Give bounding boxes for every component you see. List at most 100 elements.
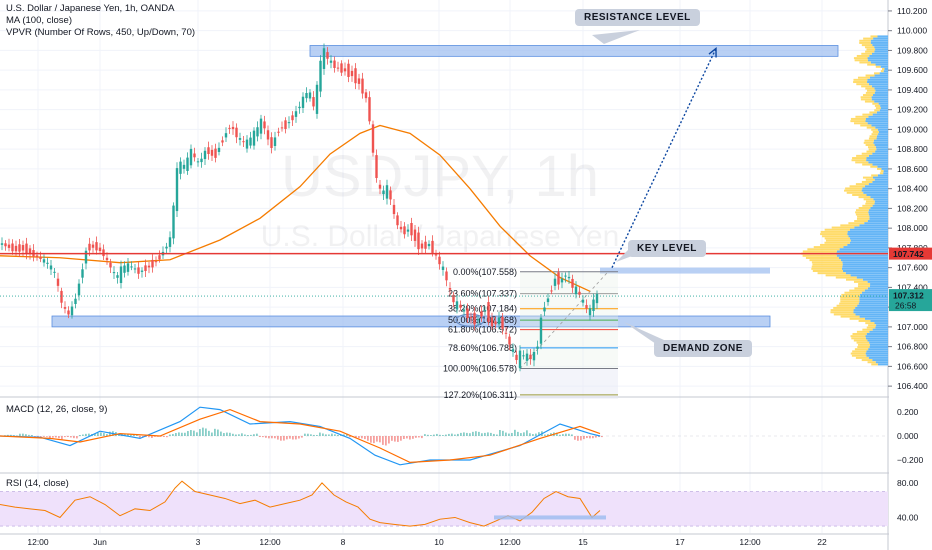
vp-row-down [851, 337, 866, 340]
macd-hist-bar [367, 436, 369, 441]
vp-row-down [869, 135, 877, 138]
macd-hist-bar [247, 435, 249, 436]
vp-row-down [855, 211, 869, 214]
macd-hist-bar [250, 434, 252, 436]
macd-hist-bar [223, 433, 225, 436]
vp-row-up [864, 222, 888, 225]
macd-hist-bar [409, 436, 411, 440]
macd-hist-bar [73, 436, 75, 439]
vp-row-down [846, 278, 863, 281]
candle-body [413, 229, 417, 241]
candle-body [287, 122, 291, 124]
macd-hist-bar [433, 434, 435, 436]
macd-hist-bar [169, 434, 171, 436]
vp-row-up [856, 276, 888, 279]
candle-body [308, 92, 312, 99]
vp-row-up [858, 302, 888, 305]
candle-body [39, 257, 42, 260]
vp-row-down [849, 289, 865, 292]
vp-row-up [873, 141, 888, 144]
candle-body [434, 254, 438, 256]
macd-hist-bar [229, 432, 231, 436]
candle-body [459, 304, 462, 308]
x-tick-label: 22 [817, 537, 827, 547]
vp-row-up [850, 237, 888, 240]
macd-hist-bar [487, 432, 489, 436]
candle-body [438, 256, 441, 265]
macd-tick-label: 0.000 [897, 431, 919, 441]
candle-body [133, 268, 137, 270]
macd-hist-bar [313, 434, 315, 436]
macd-hist-bar [349, 436, 351, 438]
projection-arrow-line [611, 48, 717, 268]
vp-row-up [867, 280, 888, 283]
macd-hist-bar [40, 436, 42, 437]
candle-body [375, 155, 378, 179]
vp-row-up [883, 172, 888, 175]
vp-row-down [824, 228, 850, 231]
vp-row-up [868, 183, 888, 186]
vp-row-up [868, 211, 888, 214]
vp-row-up [865, 352, 888, 355]
vp-row-down [856, 83, 869, 86]
vp-row-down [802, 250, 837, 253]
candle-body [165, 246, 168, 249]
macd-hist-bar [151, 436, 153, 438]
vp-row-down [824, 241, 850, 244]
x-tick-label: 12:00 [259, 537, 281, 547]
macd-hist-bar [427, 434, 429, 436]
vp-row-down [811, 265, 843, 268]
macd-hist-bar [217, 429, 219, 436]
y-tick-label: 108.200 [897, 203, 928, 213]
macd-hist-bar [19, 433, 21, 436]
vp-row-down [812, 263, 843, 266]
macd-hist-bar [211, 432, 213, 436]
candle-body [546, 298, 550, 303]
vp-row-down [882, 67, 885, 70]
macd-hist-bar [523, 432, 525, 436]
x-tick-label: 10 [434, 537, 444, 547]
macd-hist-bar [274, 436, 276, 439]
macd-hist-bar [466, 432, 468, 436]
macd-hist-bar [469, 433, 471, 436]
price-axis[interactable]: 110.200 110.000 109.800 109.600 109.400 109.2… [888, 0, 932, 550]
macd-hist-bar [208, 430, 210, 436]
macd-hist-bar [193, 430, 195, 436]
macd-hist-bar [97, 432, 99, 436]
vp-row-up [868, 83, 888, 86]
macd-hist-bar [457, 433, 459, 436]
vp-row-down [872, 102, 879, 105]
candle-body [56, 278, 60, 286]
vp-row-up [870, 283, 888, 286]
macd-hist-bar [478, 431, 480, 436]
candle-body [70, 306, 74, 316]
candle-body [476, 319, 480, 321]
macd-hist-bar [397, 436, 399, 442]
candle-body [256, 127, 259, 137]
vp-row-up [866, 350, 888, 353]
vp-row-up [872, 359, 888, 362]
vp-row-up [855, 306, 888, 309]
macd-hist-bar [412, 436, 414, 439]
macd-hist-bar [136, 434, 138, 436]
macd-hist-bar [271, 436, 273, 439]
vp-row-down [840, 224, 860, 227]
macd-hist-bar [175, 433, 177, 436]
candle-body [7, 244, 11, 248]
vp-row-down [824, 237, 851, 240]
resistance-callout: RESISTANCE LEVEL [575, 9, 700, 26]
macd-hist-bar [304, 433, 306, 436]
vp-row-up [865, 120, 888, 123]
vp-row-up [850, 274, 888, 277]
macd-hist-bar [340, 434, 342, 436]
vp-row-up [836, 250, 888, 253]
macd-hist-bar [385, 436, 387, 446]
vp-row-down [848, 222, 865, 225]
vp-row-down [876, 167, 882, 170]
candle-body [389, 190, 392, 200]
vp-row-down [856, 54, 870, 57]
vp-row-down [861, 180, 873, 183]
fibonacci-retracement[interactable]: 0.00%(107.558) 23.60%(107.337) 38.20%(107.… [443, 267, 618, 400]
time-axis[interactable]: 12:00 Jun 3 12:00 8 10 12:00 15 17 12:00 22 [27, 537, 827, 547]
